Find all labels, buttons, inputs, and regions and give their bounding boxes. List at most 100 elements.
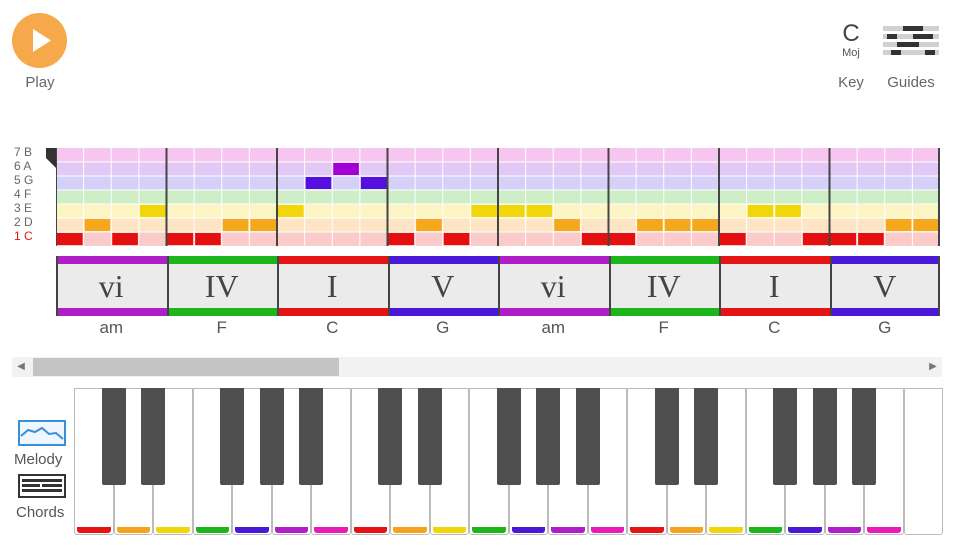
melody-note[interactable] [858, 233, 884, 245]
melody-grid[interactable] [56, 148, 940, 246]
melody-note[interactable] [664, 219, 691, 231]
black-key[interactable] [417, 388, 442, 485]
melody-note[interactable] [554, 219, 580, 231]
chord-color-bar [829, 256, 940, 264]
black-key[interactable] [299, 388, 323, 485]
chord-color-bar [608, 308, 719, 316]
black-key[interactable] [141, 388, 165, 485]
chord-color-bar [277, 256, 388, 264]
chord-numeral: I [326, 267, 338, 304]
melody-note[interactable] [581, 233, 608, 245]
melody-note[interactable] [278, 205, 304, 217]
melody-note[interactable] [84, 219, 111, 231]
key-color-strip [195, 527, 229, 533]
black-key[interactable] [694, 388, 718, 485]
melody-note[interactable] [167, 233, 194, 245]
key-color-strip [867, 527, 901, 533]
key-letter[interactable]: C [842, 20, 860, 47]
melody-note[interactable] [609, 233, 636, 245]
black-key[interactable] [220, 388, 244, 485]
melody-note[interactable] [830, 233, 857, 245]
melody-note[interactable] [112, 233, 138, 245]
chord-color-bar [56, 256, 167, 264]
guides-button[interactable] [883, 24, 939, 60]
scroll-right-arrow[interactable]: ▶ [929, 361, 937, 372]
key-color-strip [393, 527, 427, 533]
melody-note[interactable] [195, 233, 221, 245]
melody-note[interactable] [443, 233, 470, 245]
chords-button[interactable] [18, 474, 66, 498]
melody-note[interactable] [222, 219, 249, 231]
play-icon [12, 13, 67, 68]
melody-note[interactable] [526, 205, 553, 217]
black-key[interactable] [852, 388, 876, 485]
chords-bars-icon [18, 474, 66, 498]
chord-name: G [878, 318, 892, 337]
melody-note[interactable] [720, 233, 746, 245]
scroll-thumb[interactable] [33, 358, 339, 376]
melody-note[interactable] [360, 177, 387, 189]
chord-numeral: IV [646, 267, 681, 304]
key-color-strip [709, 527, 743, 533]
key-label: Key [838, 74, 864, 91]
key-color-strip [630, 527, 664, 533]
black-key[interactable] [654, 388, 679, 485]
melody-note[interactable] [885, 219, 912, 231]
melody-note[interactable] [139, 205, 166, 217]
melody-note[interactable] [913, 219, 939, 231]
black-key[interactable] [536, 388, 560, 485]
melody-grid-svg[interactable] [56, 148, 940, 246]
chord-divider [608, 256, 611, 316]
play-button[interactable] [12, 13, 67, 68]
melody-note[interactable] [471, 205, 497, 217]
key-color-strip [472, 527, 506, 533]
chord-name: G [436, 318, 450, 337]
chord-divider [938, 256, 940, 316]
piano-keyboard[interactable] [74, 388, 944, 536]
melody-note[interactable] [692, 219, 718, 231]
black-key[interactable] [259, 388, 284, 485]
row-label: 4 F [14, 187, 32, 201]
key-mode[interactable]: Moj [842, 47, 860, 59]
chord-block[interactable]: V [387, 256, 498, 316]
chord-block[interactable]: vi [56, 256, 167, 316]
chord-divider [56, 256, 58, 316]
melody-note[interactable] [333, 163, 359, 175]
melody-note[interactable] [637, 219, 663, 231]
chord-block[interactable]: IV [166, 256, 277, 316]
chord-block[interactable]: V [829, 256, 940, 316]
melody-note[interactable] [775, 205, 801, 217]
melody-note[interactable] [57, 233, 83, 245]
chord-divider [387, 256, 390, 316]
melody-note[interactable] [388, 233, 415, 245]
chords-label: Chords [16, 504, 65, 521]
key-color-strip [156, 527, 190, 533]
melody-note[interactable] [499, 205, 525, 217]
scroll-left-arrow[interactable]: ◀ [17, 361, 25, 372]
key-color-strip [590, 527, 624, 533]
guides-label: Guides [887, 74, 935, 91]
chord-block[interactable]: I [719, 256, 830, 316]
melody-note[interactable] [305, 177, 332, 189]
melody-note[interactable] [250, 219, 276, 231]
black-key[interactable] [378, 388, 402, 485]
melody-note[interactable] [802, 233, 829, 245]
play-label: Play [25, 74, 55, 91]
chord-numeral: I [768, 267, 780, 304]
chord-color-bar [166, 308, 277, 316]
black-key[interactable] [496, 388, 521, 485]
black-key[interactable] [773, 388, 797, 485]
melody-button[interactable] [18, 420, 66, 446]
chord-block[interactable]: IV [608, 256, 719, 316]
chord-divider [166, 256, 169, 316]
black-key[interactable] [812, 388, 837, 485]
melody-note[interactable] [747, 205, 774, 217]
black-key[interactable] [101, 388, 126, 485]
black-key[interactable] [575, 388, 600, 485]
white-key[interactable] [903, 388, 943, 535]
chord-block[interactable]: vi [498, 256, 609, 316]
melody-note[interactable] [416, 219, 442, 231]
chord-block[interactable]: I [277, 256, 388, 316]
chord-divider [829, 256, 832, 316]
chord-color-bar [608, 256, 719, 264]
